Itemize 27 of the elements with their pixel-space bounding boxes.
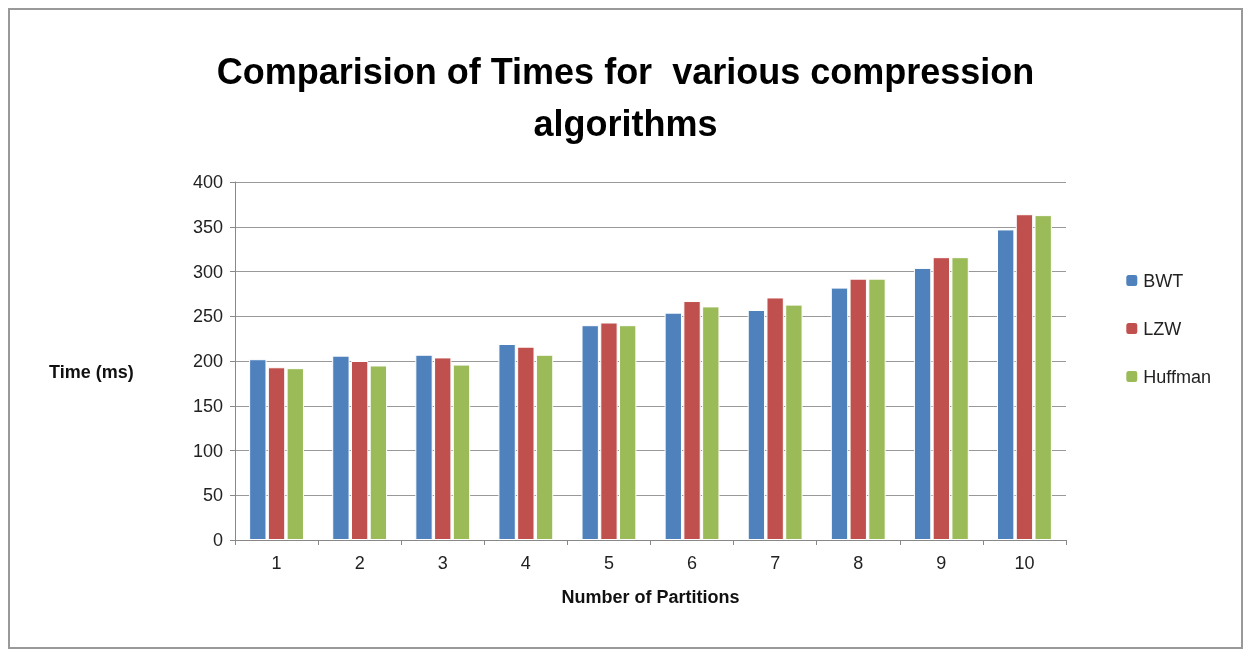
y-axis-title: Time (ms) bbox=[49, 362, 134, 382]
legend-label: LZW bbox=[1143, 318, 1182, 339]
y-tick-label: 250 bbox=[192, 306, 223, 327]
y-tick-label: 200 bbox=[192, 351, 223, 371]
legend-label: BWT bbox=[1143, 270, 1184, 291]
x-axis-title: Number of Partitions bbox=[561, 587, 740, 607]
y-tick-label: 400 bbox=[192, 172, 223, 192]
x-tick-label: 2 bbox=[354, 553, 365, 573]
x-tick-label: 10 bbox=[1014, 553, 1035, 573]
legend-label: Huffman bbox=[1143, 366, 1211, 387]
y-tick-label: 50 bbox=[202, 485, 223, 506]
chart-title: Comparision of Times for various compression algorithms bbox=[216, 50, 1035, 144]
x-tick-label: 7 bbox=[770, 553, 781, 573]
y-tick-label: 100 bbox=[192, 440, 223, 461]
x-tick-label: 1 bbox=[271, 553, 282, 573]
x-tick-label: 8 bbox=[853, 553, 864, 573]
y-tick-label: 150 bbox=[192, 395, 223, 416]
y-tick-label: 300 bbox=[192, 261, 223, 282]
x-tick-label: 6 bbox=[687, 553, 698, 573]
x-tick-label: 3 bbox=[437, 553, 448, 573]
bar bbox=[913, 267, 932, 540]
bar bbox=[369, 365, 388, 540]
x-tick-label: 5 bbox=[603, 553, 614, 573]
y-tick-label: 350 bbox=[192, 216, 223, 237]
x-tick-label: 4 bbox=[520, 553, 531, 573]
x-tick-label: 9 bbox=[936, 553, 947, 573]
y-tick-label: 0 bbox=[212, 530, 223, 550]
